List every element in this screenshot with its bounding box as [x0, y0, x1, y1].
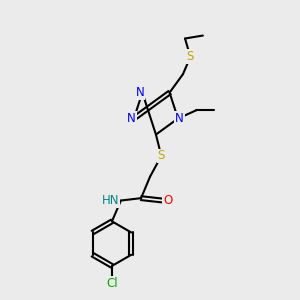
Text: S: S: [158, 149, 165, 162]
Text: Cl: Cl: [106, 277, 118, 290]
Text: O: O: [163, 194, 172, 207]
Text: HN: HN: [102, 194, 119, 207]
Text: N: N: [136, 86, 144, 99]
Text: N: N: [127, 112, 136, 125]
Text: N: N: [175, 112, 184, 125]
Text: S: S: [187, 50, 194, 63]
